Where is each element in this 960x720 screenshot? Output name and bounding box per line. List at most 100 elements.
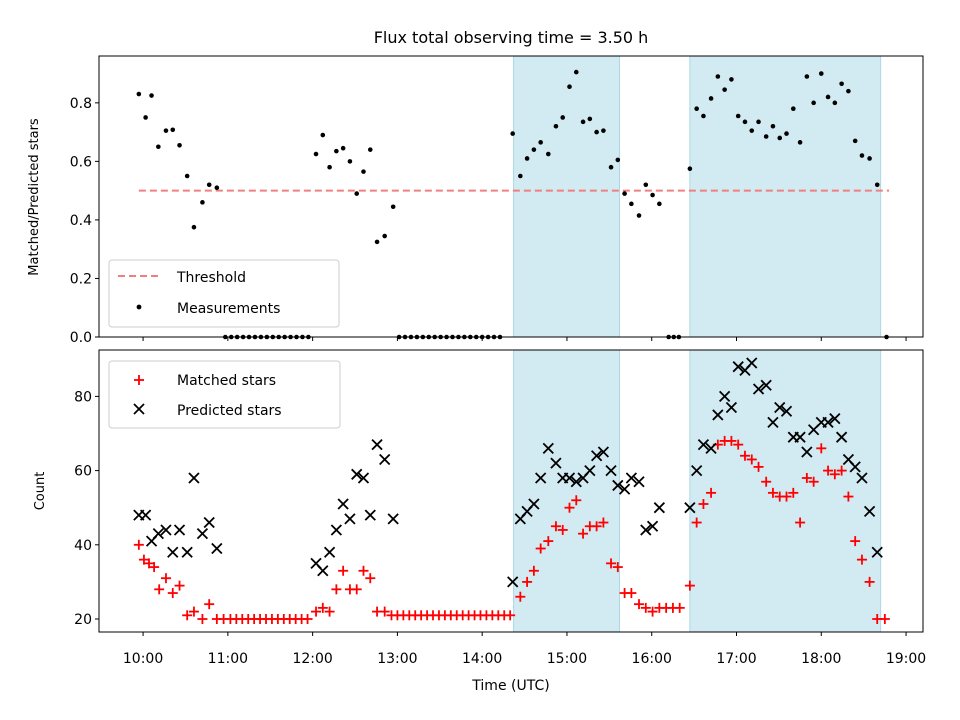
measurement-point [163,128,169,133]
matched-star-point [515,591,526,602]
measurement-point [587,116,593,122]
predicted-star-point [597,446,610,458]
matched-star-point [808,476,819,487]
predicted-star-point [344,513,356,525]
measurement-point [643,182,649,188]
measurement-point [136,91,142,97]
measurement-point [708,96,714,101]
y-tick-label: 0.2 [70,271,92,287]
bottom-legend-box [108,360,341,429]
predicted-star-point [705,442,717,454]
measurement-point [156,144,161,150]
matched-star-point [801,473,812,484]
matched-star-point [746,454,757,465]
legend-threshold-label: Threshold [176,270,246,286]
measurement-point [846,88,851,94]
matched-star-point [351,584,362,595]
measurement-point [729,77,734,82]
predicted-star-point [337,498,349,510]
y-tick-label: 0.8 [70,96,92,112]
measurement-point [170,127,176,133]
predicted-star-point [760,379,772,391]
measurement-point [354,191,360,196]
matched-star-point [557,524,568,535]
predicted-star-point [323,546,336,558]
matched-star-point [324,606,335,617]
y-tick-label: 20 [74,612,92,628]
predicted-star-point [357,472,370,484]
predicted-star-point [188,472,200,484]
predicted-star-point [535,472,547,484]
matched-star-point [647,606,658,617]
measurement-point [594,129,599,135]
predicted-star-point [856,472,868,484]
bottom-axes-frame [98,349,924,633]
predicted-star-point [794,431,806,443]
matched-star-point [823,465,834,476]
measurement-point [701,113,706,119]
measurement-point [340,145,346,151]
predicted-star-point [871,546,883,558]
x-tick-label: 14:00 [462,651,502,667]
y-tick-label: 0.0 [70,330,92,346]
matched-star-point [528,565,539,576]
measurement-point [797,140,803,145]
measurement-point [191,224,197,230]
predicted-star-point [640,524,652,536]
measurement-point [818,71,824,76]
matched-star-point [331,584,342,595]
matched-star-point [571,495,582,506]
measurement-point [531,147,537,152]
predicted-star-point [152,528,164,540]
matched-star-point [864,576,875,587]
predicted-star-point [752,383,765,395]
matched-star-point [829,469,840,480]
x-tick-label: 19:00 [886,651,926,667]
matched-star-point [856,554,867,565]
measurement-point [524,156,530,161]
measurement-point [722,87,727,92]
measurement-point [839,81,844,87]
measurement-point [825,94,831,100]
matched-star-point [182,610,193,621]
matched-star-point [698,498,709,509]
measurement-point [790,106,796,111]
measurement-point [374,239,380,245]
predicted-star-point [550,457,562,469]
measurement-point [622,191,627,196]
matched-star-point [767,487,778,498]
measurement-point [874,182,880,188]
x-tick-label: 13:00 [377,651,417,667]
x-tick-label: 17:00 [716,651,756,667]
measurement-point [214,185,220,191]
matched-star-point [311,606,322,617]
predicted-star-point [211,542,223,555]
measurement-point [687,166,693,171]
x-tick-label: 15:00 [547,651,587,667]
predicted-star-point [863,505,876,518]
measurement-point [560,115,566,120]
matched-star-point [167,588,178,599]
matched-star-point [543,536,554,547]
matched-star-point [204,599,215,610]
observing-window-band [513,349,621,633]
predicted-star-point [570,476,582,488]
legend-measurements-swatch [136,304,142,310]
predicted-star-point [330,524,343,536]
measurement-point [832,100,838,106]
measurement-point [200,200,205,205]
matched-star-point [154,584,165,595]
predicted-star-point [767,416,779,428]
predicted-star-point [829,413,841,425]
matched-star-point [591,521,602,532]
matched-star-point [684,580,695,591]
legend-matched-label: Matched stars [177,373,276,389]
matched-star-point [149,562,160,573]
matched-star-point [564,502,575,513]
measurement-point [518,173,523,179]
legend-predicted-label: Predicted stars [177,403,282,419]
measurement-point [546,151,551,157]
predicted-star-point [139,509,152,521]
measurement-point [784,131,789,136]
matched-star-point [706,487,717,498]
